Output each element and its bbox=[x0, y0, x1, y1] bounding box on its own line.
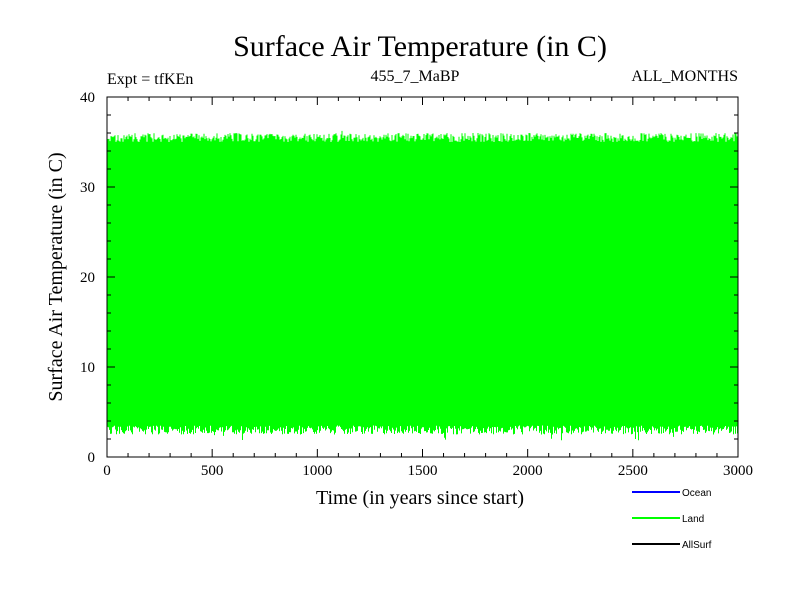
series-line-land bbox=[106, 130, 739, 441]
legend-label-ocean: Ocean bbox=[682, 488, 711, 499]
tick-labels: 0 500 1000 1500 2000 2500 3000 0 10 20 30 40 bbox=[80, 90, 753, 479]
chart-title: Surface Air Temperature (in C) bbox=[233, 30, 607, 63]
y-tick-label: 30 bbox=[80, 180, 95, 196]
y-tick-label: 10 bbox=[80, 360, 95, 376]
experiment-label: Expt = tfKEn bbox=[107, 71, 193, 88]
x-tick-label: 1500 bbox=[408, 463, 438, 479]
x-tick-label: 1000 bbox=[302, 463, 332, 479]
x-tick-label: 2500 bbox=[618, 463, 648, 479]
plot-frame bbox=[106, 96, 739, 458]
y-tick-label: 0 bbox=[88, 450, 96, 466]
x-tick-label: 2000 bbox=[513, 463, 543, 479]
months-label: ALL_MONTHS bbox=[631, 68, 738, 85]
x-axis-label: Time (in years since start) bbox=[316, 487, 524, 509]
run-label: 455_7_MaBP bbox=[371, 68, 460, 85]
legend-label-allsurf: AllSurf bbox=[682, 540, 712, 551]
x-tick-label: 0 bbox=[103, 463, 111, 479]
y-axis-label: Surface Air Temperature (in C) bbox=[45, 152, 67, 401]
x-tick-label: 500 bbox=[201, 463, 224, 479]
y-tick-label: 40 bbox=[80, 90, 95, 106]
x-tick-label: 3000 bbox=[723, 463, 753, 479]
legend-label-land: Land bbox=[682, 514, 704, 525]
y-tick-label: 20 bbox=[80, 270, 95, 286]
series-layer bbox=[106, 130, 739, 441]
legend: Ocean Land AllSurf bbox=[632, 488, 712, 551]
